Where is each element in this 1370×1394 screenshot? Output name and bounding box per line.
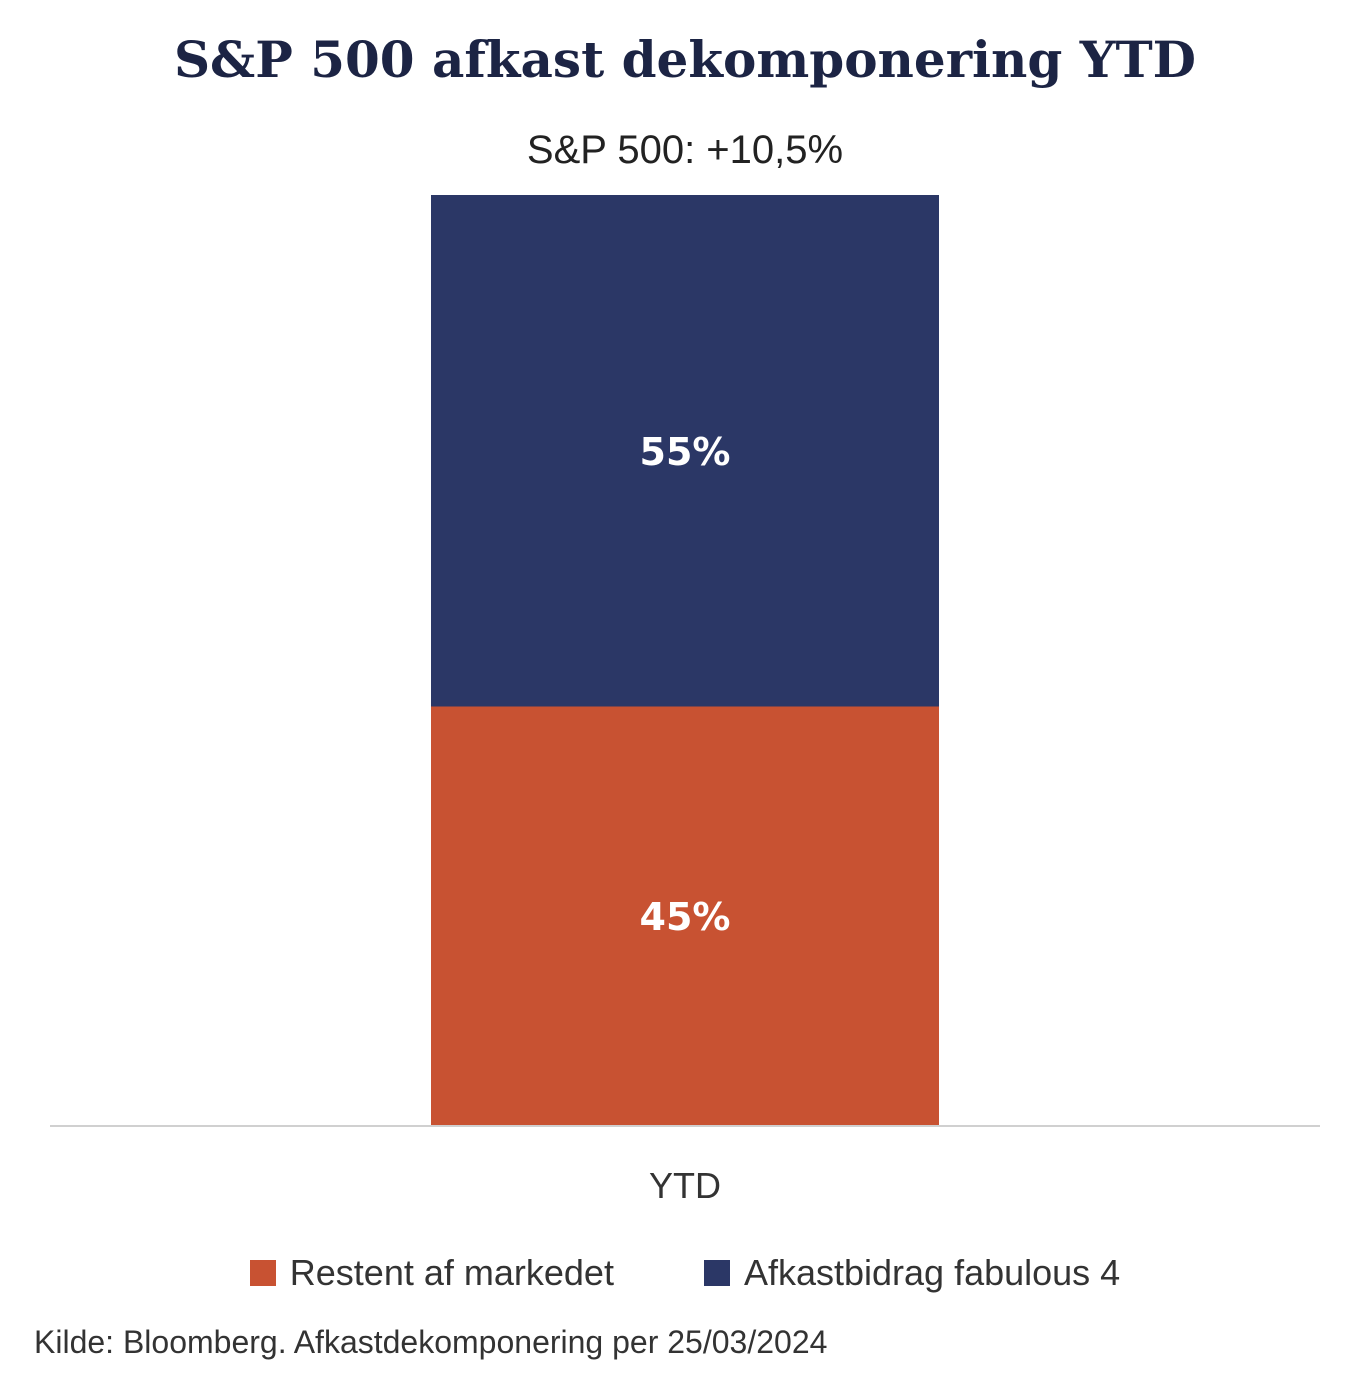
chart-legend: Restent af markedet Afkastbidrag fabulou… xyxy=(0,1252,1370,1294)
legend-label-rest: Restent af markedet xyxy=(289,1252,614,1293)
legend-label-fabulous4: Afkastbidrag fabulous 4 xyxy=(743,1252,1121,1293)
chart-subtitle: S&P 500: +10,5% xyxy=(526,128,844,172)
legend-swatch-fabulous4 xyxy=(703,1260,730,1286)
legend-swatch-rest xyxy=(249,1260,276,1286)
chart-title: S&P 500 afkast dekomponering YTD xyxy=(173,30,1197,89)
source-note: Kilde: Bloomberg. Afkastdekomponering pe… xyxy=(34,1324,828,1360)
data-label-rest: 45% xyxy=(640,895,731,939)
legend-item-rest: Restent af markedet xyxy=(249,1252,614,1294)
legend-item-fabulous4: Afkastbidrag fabulous 4 xyxy=(703,1252,1121,1294)
bar-segment-rest xyxy=(431,706,939,1125)
chart-plot-area: 45% 55% YTD xyxy=(50,195,1320,1206)
bar-segment-fabulous4 xyxy=(431,195,939,707)
data-label-fabulous4: 55% xyxy=(640,430,731,474)
x-tick-label: YTD xyxy=(649,1165,721,1206)
